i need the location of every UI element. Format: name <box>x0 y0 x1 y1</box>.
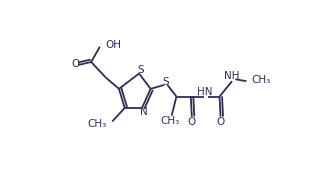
Text: CH₃: CH₃ <box>252 75 271 85</box>
Text: S: S <box>137 65 144 75</box>
Text: O: O <box>71 59 79 69</box>
Text: HN: HN <box>197 87 212 97</box>
Text: NH: NH <box>224 71 240 81</box>
Text: S: S <box>163 77 169 86</box>
Text: CH₃: CH₃ <box>87 119 107 129</box>
Text: O: O <box>188 117 196 127</box>
Text: O: O <box>216 117 225 127</box>
Text: CH₃: CH₃ <box>160 116 180 126</box>
Text: OH: OH <box>105 40 121 50</box>
Text: N: N <box>140 107 148 117</box>
